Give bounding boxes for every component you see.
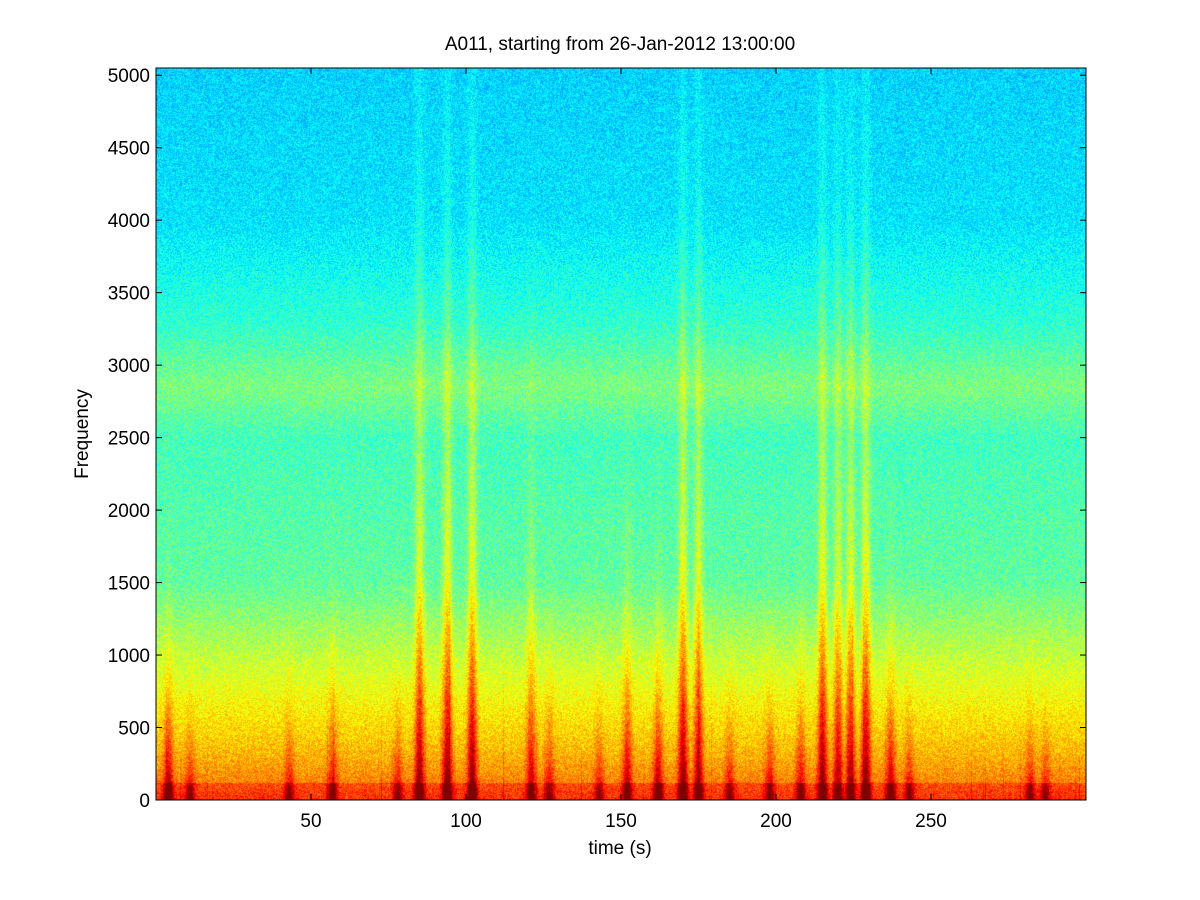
y-tick-label: 2500 xyxy=(108,429,150,450)
plot-frame xyxy=(155,67,1087,801)
spectrogram-image xyxy=(156,68,1086,800)
y-tick-label: 0 xyxy=(139,791,150,812)
chart-title: A011, starting from 26-Jan-2012 13:00:00 xyxy=(445,34,795,55)
y-tick-label: 500 xyxy=(118,719,150,740)
y-tick-label: 2000 xyxy=(108,501,150,522)
y-tick-label: 1000 xyxy=(108,646,150,667)
x-ticks: 50 100 150 200 250 xyxy=(300,68,947,832)
x-tick-label: 200 xyxy=(760,811,792,832)
y-ticks: 0 500 1000 1500 2000 2500 3000 3500 4000 4500 5000 xyxy=(108,66,1086,812)
y-tick-label: 1500 xyxy=(108,574,150,595)
x-axis-label: time (s) xyxy=(588,838,651,859)
x-tick-label: 250 xyxy=(915,811,947,832)
x-tick-label: 150 xyxy=(605,811,637,832)
y-axis-label: Frequency xyxy=(72,389,93,479)
x-tick-label: 100 xyxy=(450,811,482,832)
y-tick-label: 5000 xyxy=(108,66,150,87)
y-tick-label: 4000 xyxy=(108,211,150,232)
x-tick-label: 50 xyxy=(300,811,321,832)
y-tick-label: 4500 xyxy=(108,139,150,160)
y-tick-label: 3500 xyxy=(108,284,150,305)
y-tick-label: 3000 xyxy=(108,356,150,377)
